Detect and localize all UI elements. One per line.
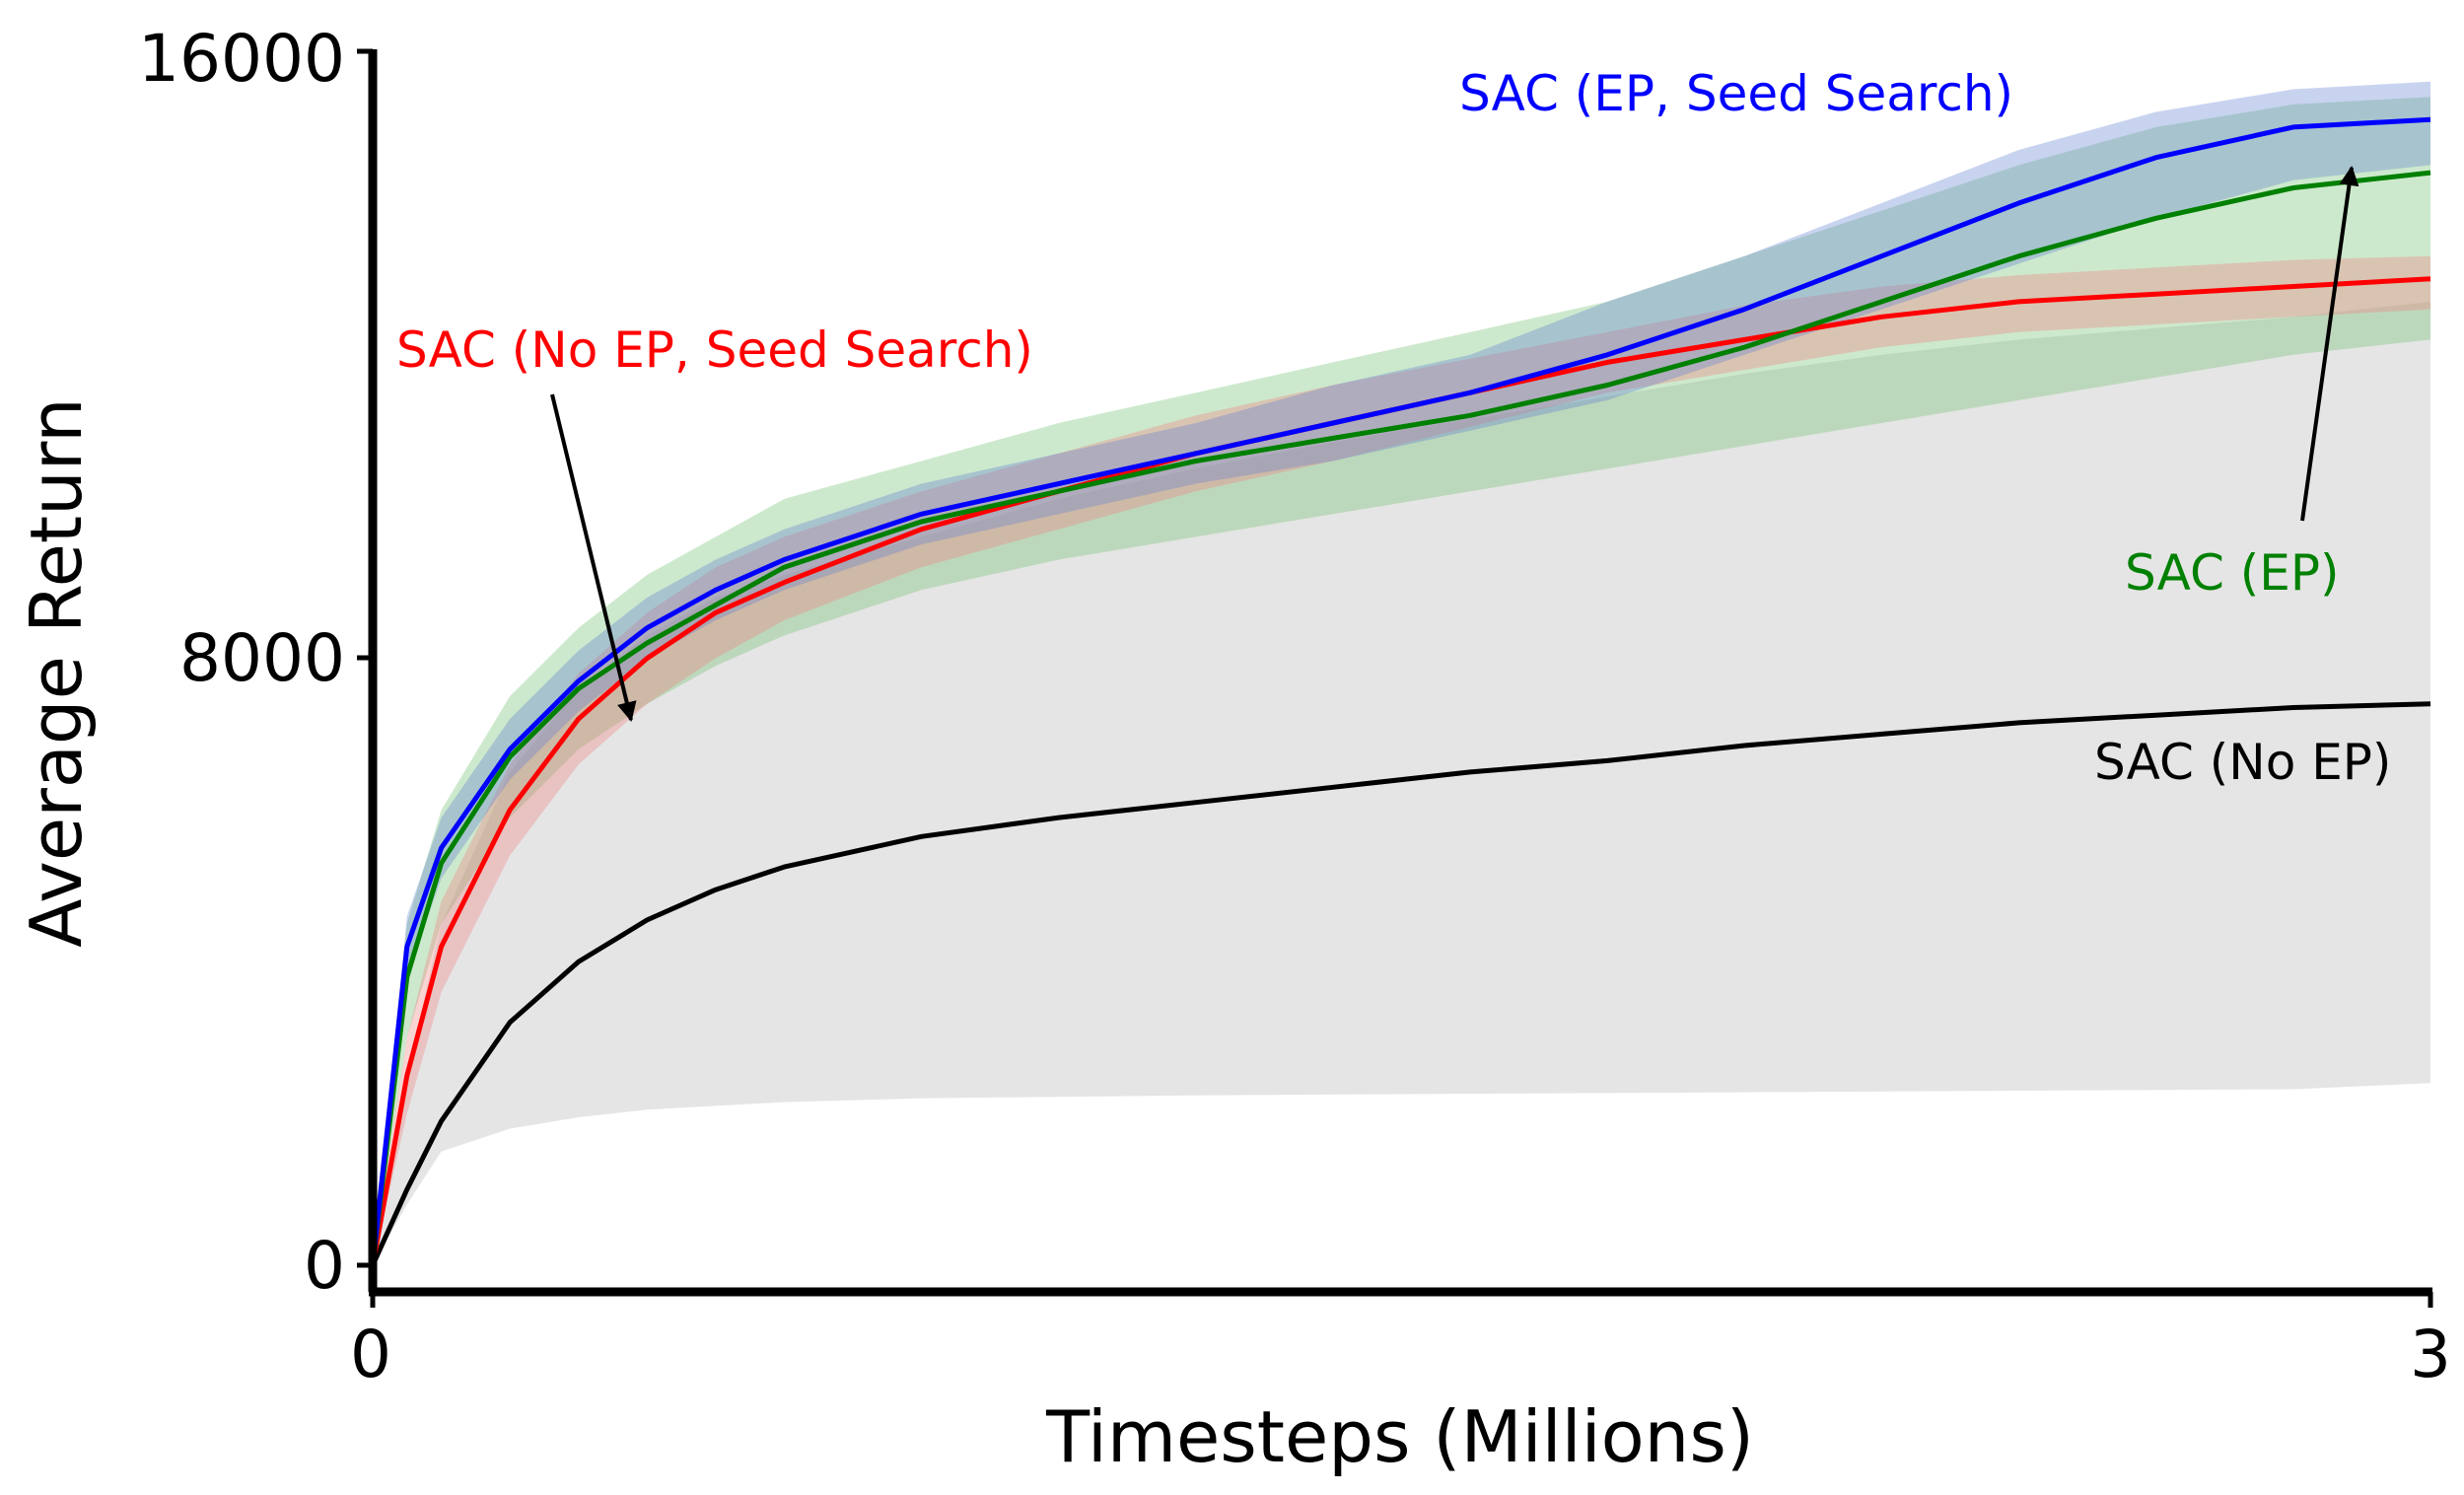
line-sac-no-ep-seed-search xyxy=(370,276,2431,1266)
band-sac-no-ep xyxy=(373,301,2430,1265)
y-tick-label-0: 0 xyxy=(304,1228,345,1304)
arrow-sac-ep xyxy=(2300,166,2359,522)
band-sac-no-ep-seed-search xyxy=(373,255,2430,1265)
confidence-bands xyxy=(373,81,2430,1266)
series-lines xyxy=(370,116,2431,1267)
label-sac-no-ep: SAC (No EP) xyxy=(2094,734,2391,791)
arrow-sac-no-ep-seed-search xyxy=(550,393,637,722)
label-sac-ep-seed-search: SAC (EP, Seed Search) xyxy=(1459,65,2013,122)
label-sac-no-ep-seed-search: SAC (No EP, Seed Search) xyxy=(396,321,1033,379)
x-axis-title: Timesteps (Millions) xyxy=(1045,1395,1754,1478)
line-sac-ep xyxy=(370,170,2431,1266)
x-tick-label-3: 3 xyxy=(2410,1317,2451,1392)
y-axis-title: Average Return xyxy=(15,397,98,947)
y-tick-label-16000: 16000 xyxy=(138,21,345,97)
label-sac-ep: SAC (EP) xyxy=(2125,544,2340,602)
x-tick-label-0: 0 xyxy=(350,1317,391,1392)
y-tick-label-8000: 8000 xyxy=(179,620,345,696)
line-sac-no-ep xyxy=(370,701,2431,1267)
band-sac-ep xyxy=(373,97,2430,1266)
line-sac-ep-seed-search xyxy=(370,116,2431,1266)
